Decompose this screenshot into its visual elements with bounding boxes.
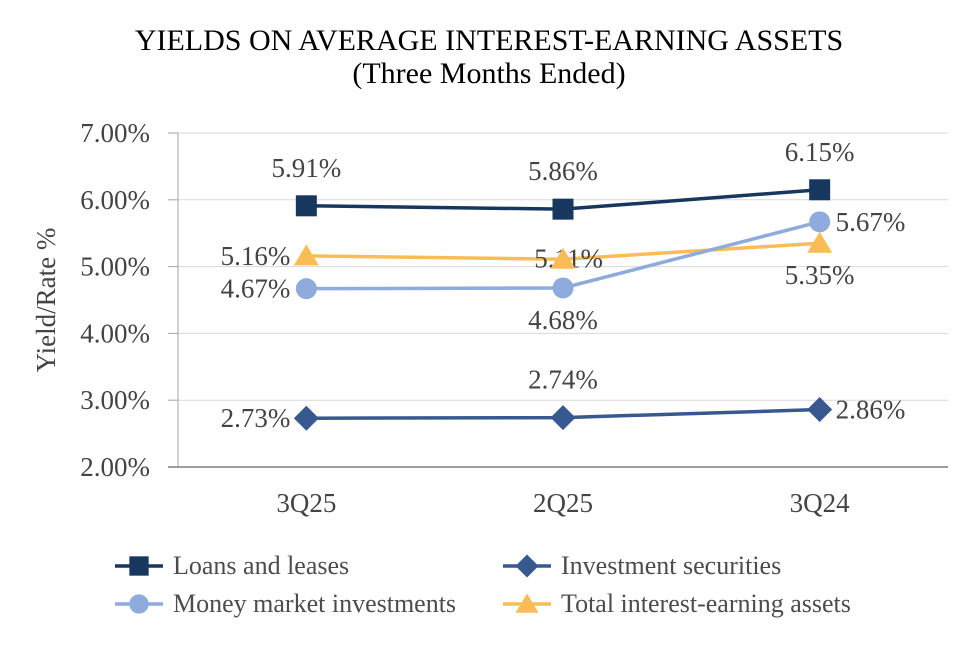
y-tick-label: 6.00% [80, 185, 150, 215]
legend-label: Money market investments [173, 588, 457, 618]
triangle-marker [807, 231, 833, 253]
circle-marker [295, 278, 317, 300]
data-label: 5.35% [785, 260, 855, 290]
triangle-marker-icon [503, 592, 551, 613]
diamond-marker-icon [503, 554, 551, 577]
data-label: 5.16% [221, 241, 291, 271]
chart-legend: Loans and leases Investment securities M… [115, 549, 851, 620]
legend-label: Total interest-earning assets [561, 588, 851, 618]
diamond-marker [807, 397, 833, 423]
legend-item-money-market-investments: Money market investments [115, 587, 503, 620]
circle-marker [129, 593, 149, 614]
diamond-marker [293, 405, 319, 431]
square-marker [129, 555, 149, 576]
y-tick-label: 7.00% [80, 118, 150, 148]
data-label: 2.86% [836, 395, 906, 425]
x-tick-label: 2Q25 [533, 488, 593, 518]
triangle-marker [550, 247, 576, 269]
y-tick-label: 3.00% [80, 385, 150, 415]
circle-marker [552, 277, 574, 299]
square-marker [552, 198, 574, 220]
triangle-marker [515, 592, 539, 613]
square-marker [809, 179, 831, 201]
data-label: 2.74% [528, 365, 598, 395]
chart-title: YIELDS ON AVERAGE INTEREST-EARNING ASSET… [134, 24, 844, 57]
legend-label: Loans and leases [173, 550, 350, 580]
triangle-marker [293, 244, 319, 266]
chart-subtitle: (Three Months Ended) [352, 57, 626, 90]
legend-label: Investment securities [561, 550, 782, 580]
y-tick-label: 4.00% [80, 318, 150, 348]
y-tick-label: 2.00% [80, 452, 150, 482]
data-label: 5.86% [528, 156, 598, 186]
y-axis-title: Yield/Rate % [31, 228, 61, 373]
data-label: 4.68% [528, 305, 598, 335]
diamond-marker [515, 554, 539, 577]
data-label: 5.67% [836, 207, 906, 237]
x-tick-label: 3Q24 [790, 488, 850, 518]
x-tick-label: 3Q25 [276, 488, 336, 518]
chart-title-block: YIELDS ON AVERAGE INTEREST-EARNING ASSET… [0, 24, 978, 90]
y-tick-label: 5.00% [80, 252, 150, 282]
circle-marker [809, 211, 831, 233]
diamond-marker [550, 405, 576, 431]
legend-item-investment-securities: Investment securities [503, 549, 851, 582]
legend-item-total-interest-earning-assets: Total interest-earning assets [503, 587, 851, 620]
square-marker-icon [115, 555, 163, 576]
data-label: 5.91% [271, 153, 341, 183]
data-label: 2.73% [221, 403, 291, 433]
legend-item-loans-and-leases: Loans and leases [115, 549, 503, 582]
square-marker [295, 195, 317, 217]
data-label: 6.15% [785, 137, 855, 167]
data-label: 4.67% [221, 274, 291, 304]
circle-marker-icon [115, 593, 163, 614]
